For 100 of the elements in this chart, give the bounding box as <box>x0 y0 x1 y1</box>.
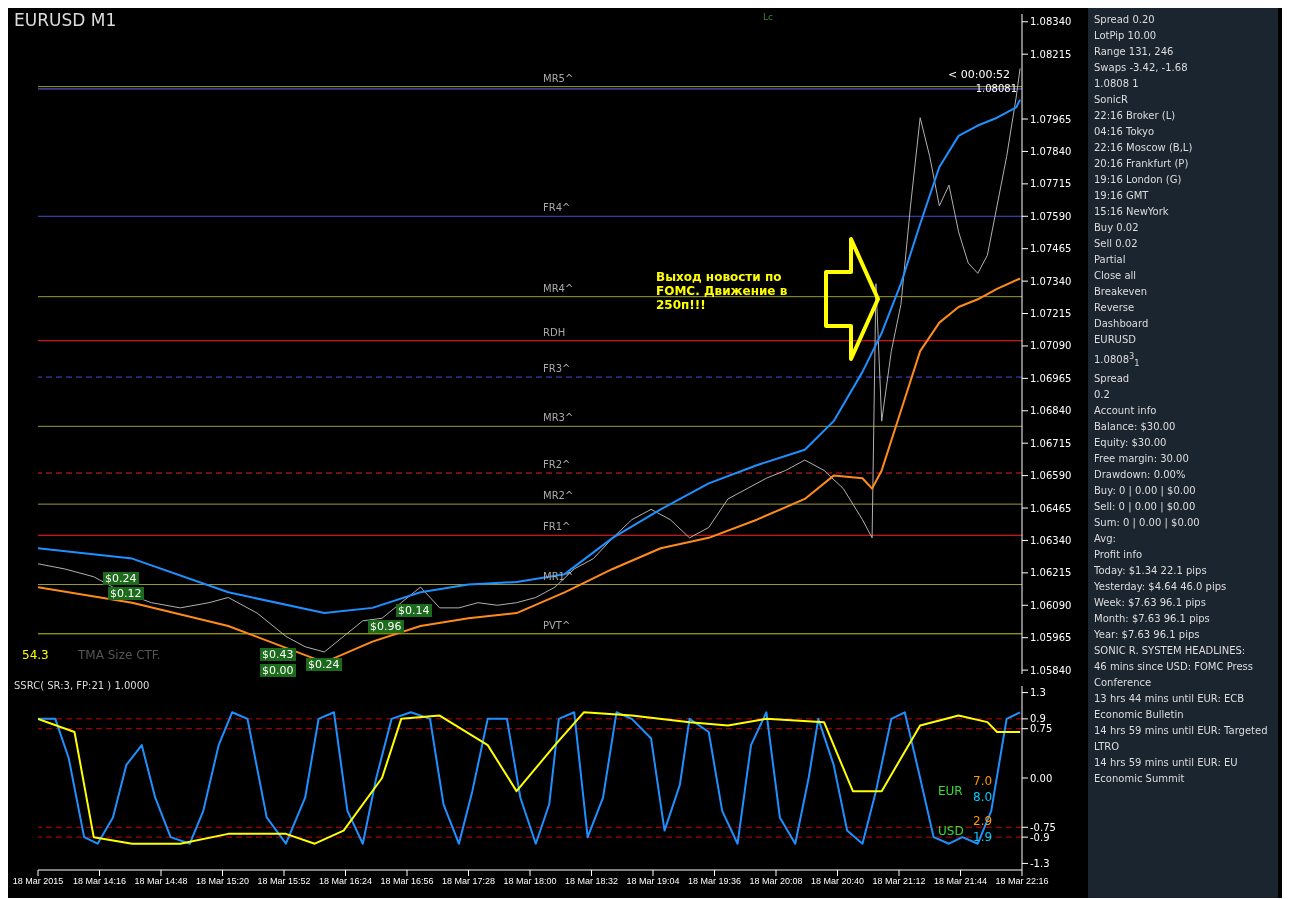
y-tick-label: 1.06465 <box>1030 502 1072 514</box>
y-tick-label: 1.07340 <box>1030 275 1072 287</box>
text: 19:16 GMT <box>1094 189 1150 203</box>
ref-line-label: MR5^ <box>543 72 574 84</box>
text: 1.0808 1 <box>1094 77 1140 91</box>
annotation: 8.0 <box>973 790 993 804</box>
x-tick-label: 18 Mar 16:24 <box>318 876 373 887</box>
x-tick-label: 18 Mar 21:44 <box>933 876 988 887</box>
annotation: TMA Size CTF. <box>78 648 161 662</box>
y-tick-label: 0.9 <box>1030 713 1046 725</box>
text: 19:16 London (G) <box>1094 173 1183 187</box>
text: Balance: $30.00 <box>1094 420 1177 435</box>
y-tick-label: 1.06215 <box>1030 567 1072 579</box>
annotation: $0.24 <box>103 572 139 585</box>
y-tick-label: 1.07715 <box>1030 178 1072 190</box>
annotation: $0.43 <box>260 648 296 661</box>
y-tick-label: 1.07590 <box>1030 210 1072 222</box>
y-tick-label: 1.05840 <box>1030 664 1072 676</box>
annotation: $0.96 <box>368 620 404 633</box>
x-tick-label: 18 Mar 17:28 <box>441 876 496 887</box>
text: 15:16 NewYork <box>1094 205 1170 219</box>
ref-line-label: FR2^ <box>543 459 571 471</box>
y-tick-label: -1.3 <box>1030 857 1050 869</box>
text: 20:16 Frankfurt (P) <box>1094 157 1190 171</box>
chart-title: SSRC( SR:3, FP:21 ) 1.0000 <box>14 680 150 691</box>
x-tick-label: 18 Mar 21:12 <box>872 876 926 887</box>
text: 04:16 Tokyo <box>1094 125 1155 139</box>
text: Week: $7.63 96.1 pips <box>1094 596 1207 611</box>
text: 14 hrs 59 mins until EUR: Targeted LTRO <box>1094 724 1269 755</box>
y-tick-label: 1.07840 <box>1030 146 1072 157</box>
text: Close all <box>1094 269 1138 283</box>
text: Breakeven <box>1094 285 1149 299</box>
x-tick-label: 18 Mar 20:08 <box>749 876 803 887</box>
text: 46 mins since USD: FOMC Press Conference <box>1094 660 1254 691</box>
x-tick-label: 18 Mar 14:16 <box>72 876 127 887</box>
annotation: Выход новости по FOMC. Движение в 250п!!! <box>656 270 789 312</box>
y-tick-label: 1.06340 <box>1030 534 1072 546</box>
y-tick-label: 1.07215 <box>1030 308 1072 320</box>
text: Month: $7.63 96.1 pips <box>1094 612 1211 627</box>
text: Spread <box>1094 372 1131 387</box>
text: Swaps -3.42, -1.68 <box>1094 61 1189 75</box>
text: Range 131, 246 <box>1094 45 1175 59</box>
x-tick-label: 18 Mar 14:48 <box>134 876 188 887</box>
ref-line-label: FR1^ <box>543 521 571 533</box>
text: Free margin: 30.00 <box>1094 452 1190 467</box>
text: Buy 0.02 <box>1094 221 1140 235</box>
line-series <box>38 711 1022 845</box>
y-tick-label: 1.06715 <box>1030 437 1072 449</box>
y-tick-label: 1.07965 <box>1030 113 1072 125</box>
y-tick-label: 1.06965 <box>1030 372 1072 384</box>
text: Sell 0.02 <box>1094 237 1139 251</box>
y-tick-label: 1.06590 <box>1030 470 1072 482</box>
text: 22:16 Moscow (B,L) <box>1094 141 1194 155</box>
annotation: USD <box>938 824 964 838</box>
ref-line-label: PVT^ <box>543 619 571 631</box>
text: Account info <box>1094 404 1158 419</box>
text: SONIC R. SYSTEM HEADLINES: <box>1094 644 1247 659</box>
x-tick-label: 18 Mar 18:32 <box>564 876 619 887</box>
text: 13 hrs 44 mins until EUR: ECB Economic Bulletin <box>1094 692 1246 723</box>
ref-line-label: FR3^ <box>543 363 571 375</box>
y-tick-label: -0.9 <box>1030 831 1050 843</box>
text: Profit info <box>1094 548 1144 563</box>
text: 14 hrs 59 mins until EUR: EU Economic Summit <box>1094 756 1239 787</box>
annotation: 7.0 <box>973 774 993 788</box>
ref-line-label: RDH <box>543 326 566 338</box>
text: Today: $1.34 22.1 pips <box>1094 564 1208 579</box>
text: Partial <box>1094 253 1127 267</box>
y-tick-label: 1.05965 <box>1030 632 1072 644</box>
text: Drawdown: 0.00% <box>1094 468 1187 483</box>
text: EURUSD <box>1094 333 1137 347</box>
x-tick-label: 18 Mar 15:52 <box>257 876 311 887</box>
y-tick-label: 0.00 <box>1030 772 1053 784</box>
y-tick-label: 0.75 <box>1030 723 1053 735</box>
text: Reverse <box>1094 301 1136 315</box>
text: Sum: 0 | 0.00 | $0.00 <box>1094 516 1201 531</box>
y-tick-label: 1.08340 <box>1030 16 1072 28</box>
text: Avg: <box>1094 532 1117 547</box>
x-tick-label: 18 Mar 15:20 <box>195 876 250 887</box>
text: LotPip 10.00 <box>1094 29 1158 43</box>
x-tick-label: 18 Mar 19:36 <box>687 876 742 887</box>
text: Year: $7.63 96.1 pips <box>1094 628 1201 643</box>
x-tick-label: 18 Mar 2015 <box>12 876 64 887</box>
annotation: < 00:00:52 <box>948 68 1011 81</box>
annotation: 54.3 <box>22 648 49 662</box>
x-tick-label: 18 Mar 19:04 <box>626 876 680 887</box>
x-tick-label: 18 Mar 22:16 <box>995 876 1049 887</box>
text: 22:16 Broker (L) <box>1094 109 1177 123</box>
text: 0.2 <box>1094 388 1111 403</box>
y-tick-label: 1.07465 <box>1030 243 1072 255</box>
text: Equity: $30.00 <box>1094 436 1168 451</box>
ref-line-label: MR4^ <box>543 282 574 294</box>
text: Yesterday: $4.64 46.0 pips <box>1094 580 1228 595</box>
ref-line-label: MR3^ <box>543 412 574 424</box>
chart-title: EURUSD M1 <box>14 10 117 30</box>
annotation: $0.14 <box>396 604 432 617</box>
text: Sell: 0 | 0.00 | $0.00 <box>1094 500 1197 515</box>
annotation: EUR <box>938 784 963 798</box>
text: Dashboard <box>1094 317 1150 331</box>
text: Spread 0.20 <box>1094 13 1156 27</box>
text: SonicR <box>1094 93 1130 107</box>
